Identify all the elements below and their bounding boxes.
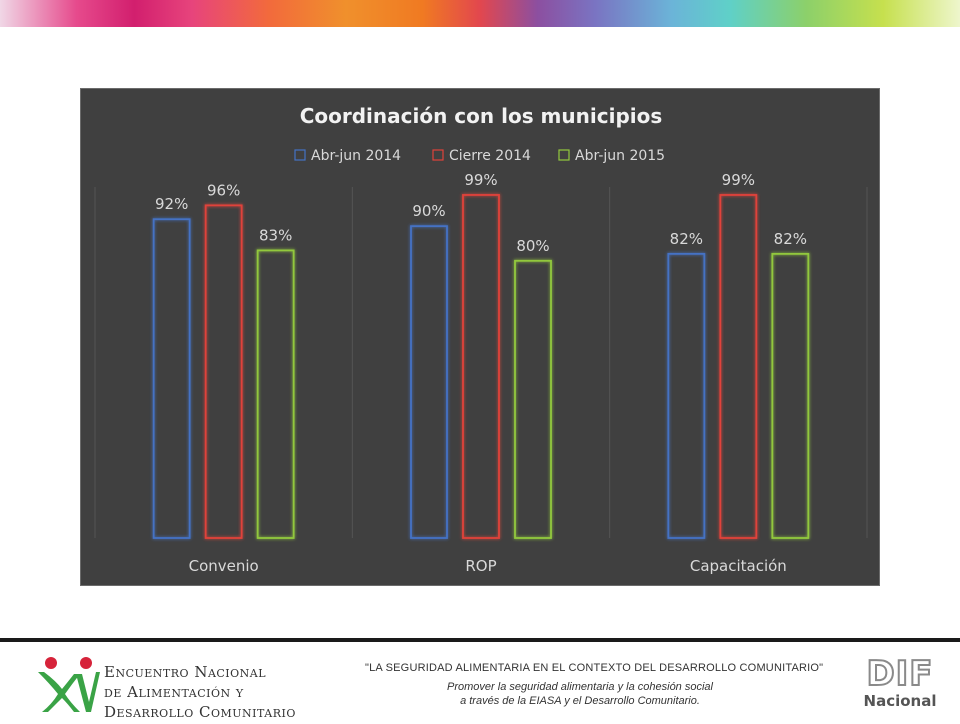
data-label: 80% xyxy=(516,237,549,255)
bar xyxy=(462,194,500,539)
top-color-strip xyxy=(0,0,960,27)
category-dividers xyxy=(94,187,868,538)
data-label: 99% xyxy=(464,171,497,189)
chart-panel: Coordinación con los municipios Abr-jun … xyxy=(80,88,880,586)
slogan-subtitle-line: a través de la EIASA y el Desarrollo Com… xyxy=(460,695,700,707)
svg-text:XV: XV xyxy=(34,654,36,655)
data-label: 82% xyxy=(774,230,807,248)
slogan-headline: "LA SEGURIDAD ALIMENTARIA EN EL CONTEXTO… xyxy=(365,662,824,674)
event-name-line: Encuentro Nacional xyxy=(104,663,267,681)
legend-swatch xyxy=(294,149,306,161)
bar xyxy=(256,249,295,539)
dif-logo-letters: DIF xyxy=(865,654,934,694)
bar xyxy=(204,204,243,539)
data-label: 99% xyxy=(722,171,755,189)
legend-swatch xyxy=(432,149,444,161)
bar xyxy=(514,259,552,539)
event-name-line: de Alimentación y xyxy=(104,683,244,701)
bar xyxy=(771,252,810,539)
data-label: 92% xyxy=(155,195,188,213)
category-label: ROP xyxy=(465,557,496,575)
xv-event-logo: XV xyxy=(34,654,100,712)
bar-chart: Coordinación con los municipios Abr-jun … xyxy=(94,104,868,575)
legend-label: Abr-jun 2014 xyxy=(311,148,401,164)
footer-banner: XV Encuentro Nacional de Alimentación y … xyxy=(0,638,960,724)
bar xyxy=(152,218,191,539)
data-label: 90% xyxy=(412,202,445,220)
event-name: Encuentro Nacional de Alimentación y Des… xyxy=(104,662,296,722)
event-name-line: Desarrollo Comunitario xyxy=(104,703,296,721)
chart-title: Coordinación con los municipios xyxy=(300,104,663,128)
data-label: 96% xyxy=(207,181,240,199)
chart-legend: Abr-jun 2014 Cierre 2014 Abr-jun 2015 xyxy=(294,148,665,164)
bar xyxy=(410,225,448,539)
bar xyxy=(719,194,758,539)
legend-label: Cierre 2014 xyxy=(449,148,531,164)
legend-label: Abr-jun 2015 xyxy=(575,148,665,164)
category-label-group: Convenio ROP Capacitación xyxy=(189,557,787,575)
category-label: Convenio xyxy=(189,557,259,575)
slogan-subtitle: Promover la seguridad alimentaria y la c… xyxy=(365,680,795,708)
data-label: 83% xyxy=(259,226,292,244)
dif-logo-nacional: Nacional xyxy=(863,692,937,710)
bar xyxy=(667,252,706,539)
legend-swatch xyxy=(558,149,570,161)
bar-group xyxy=(152,194,810,539)
category-label: Capacitación xyxy=(690,557,787,575)
slogan-subtitle-line: Promover la seguridad alimentaria y la c… xyxy=(447,681,713,693)
data-label-group: 92% 96% 83% 90% 99% 80% 82% 99% 82% xyxy=(155,171,807,255)
slogan: "LA SEGURIDAD ALIMENTARIA EN EL CONTEXTO… xyxy=(365,662,824,708)
data-label: 82% xyxy=(670,230,703,248)
dif-nacional-logo: DIF Nacional xyxy=(862,654,938,710)
